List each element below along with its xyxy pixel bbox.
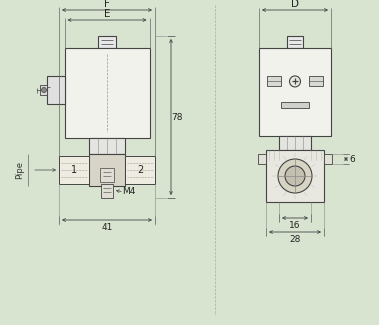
- Text: 2: 2: [137, 165, 143, 175]
- Text: 28: 28: [289, 235, 301, 243]
- Bar: [39, 85, 47, 95]
- Bar: [279, 136, 311, 150]
- Bar: [324, 154, 332, 164]
- Text: E: E: [104, 9, 110, 19]
- Bar: [89, 154, 125, 186]
- Bar: [259, 48, 331, 136]
- Text: 16: 16: [289, 220, 301, 229]
- Bar: [258, 154, 266, 164]
- Text: 78: 78: [171, 112, 183, 122]
- Bar: [266, 150, 324, 202]
- Bar: [98, 36, 116, 48]
- Bar: [89, 138, 125, 154]
- Bar: [287, 36, 303, 48]
- Text: 1: 1: [71, 165, 77, 175]
- Bar: [100, 168, 114, 182]
- Text: M4: M4: [122, 188, 136, 197]
- Text: 41: 41: [101, 223, 113, 231]
- Text: 6: 6: [349, 154, 355, 163]
- Bar: [281, 102, 309, 108]
- Circle shape: [285, 166, 305, 186]
- Bar: [64, 48, 149, 138]
- Circle shape: [290, 76, 301, 87]
- Text: F: F: [104, 0, 110, 9]
- Text: Pipe: Pipe: [16, 161, 25, 179]
- Bar: [309, 76, 323, 86]
- Circle shape: [41, 87, 47, 93]
- Bar: [59, 156, 89, 184]
- Circle shape: [278, 159, 312, 193]
- Bar: [125, 156, 155, 184]
- Text: D: D: [291, 0, 299, 9]
- Bar: [47, 76, 64, 104]
- Bar: [267, 76, 281, 86]
- Bar: [101, 184, 113, 198]
